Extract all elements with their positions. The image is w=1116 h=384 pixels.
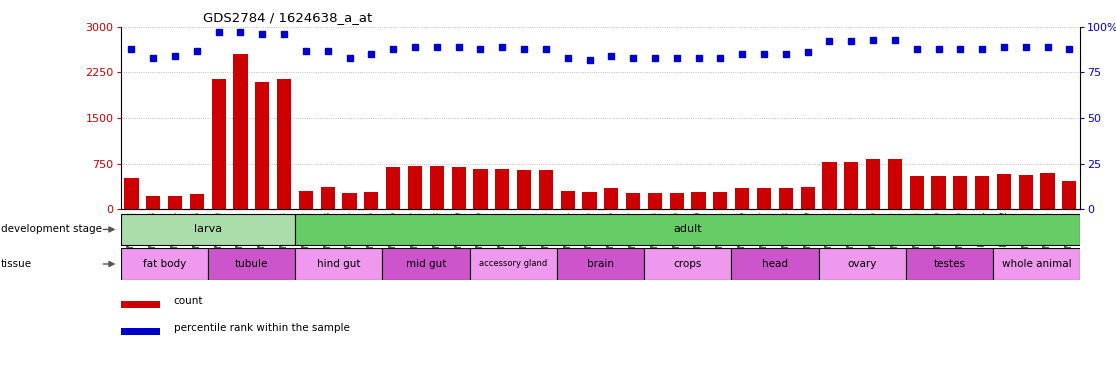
Bar bbox=[953, 176, 968, 209]
Bar bbox=[866, 159, 881, 209]
Bar bbox=[735, 188, 749, 209]
Bar bbox=[822, 162, 837, 209]
Bar bbox=[932, 177, 945, 209]
Bar bbox=[295, 214, 1080, 245]
Bar bbox=[169, 196, 182, 209]
Text: adult: adult bbox=[673, 224, 702, 235]
Bar bbox=[644, 248, 731, 280]
Text: brain: brain bbox=[587, 259, 614, 269]
Bar bbox=[539, 170, 552, 209]
Bar bbox=[233, 54, 248, 209]
Bar bbox=[1040, 174, 1055, 209]
Bar bbox=[713, 192, 728, 209]
Bar bbox=[731, 248, 818, 280]
Text: tissue: tissue bbox=[1, 259, 32, 269]
Text: percentile rank within the sample: percentile rank within the sample bbox=[173, 323, 349, 333]
Bar bbox=[626, 193, 641, 209]
Bar bbox=[364, 192, 378, 209]
Bar bbox=[604, 188, 618, 209]
Text: larva: larva bbox=[194, 224, 222, 235]
Bar bbox=[888, 159, 902, 209]
Text: whole animal: whole animal bbox=[1002, 259, 1071, 269]
Text: crops: crops bbox=[673, 259, 702, 269]
Bar bbox=[670, 193, 684, 209]
Bar bbox=[517, 170, 531, 209]
Text: GDS2784 / 1624638_a_at: GDS2784 / 1624638_a_at bbox=[203, 12, 373, 25]
Bar bbox=[818, 248, 906, 280]
Text: fat body: fat body bbox=[143, 259, 185, 269]
Text: head: head bbox=[762, 259, 788, 269]
Text: testes: testes bbox=[933, 259, 965, 269]
Bar bbox=[473, 169, 488, 209]
Bar bbox=[343, 194, 357, 209]
Bar bbox=[124, 178, 138, 209]
Bar bbox=[146, 196, 161, 209]
Bar bbox=[692, 192, 705, 209]
Bar bbox=[408, 166, 422, 209]
Bar bbox=[496, 169, 509, 209]
Bar bbox=[910, 177, 924, 209]
Bar bbox=[975, 177, 989, 209]
Bar bbox=[557, 248, 644, 280]
Bar bbox=[320, 187, 335, 209]
Bar bbox=[844, 162, 858, 209]
Text: accessory gland: accessory gland bbox=[479, 260, 547, 268]
Bar bbox=[190, 194, 204, 209]
Bar bbox=[212, 79, 225, 209]
Text: count: count bbox=[173, 296, 203, 306]
Text: mid gut: mid gut bbox=[406, 259, 446, 269]
Bar bbox=[757, 188, 771, 209]
Bar bbox=[993, 248, 1080, 280]
Bar bbox=[1019, 175, 1032, 209]
Bar bbox=[256, 82, 269, 209]
Bar bbox=[121, 248, 208, 280]
Bar bbox=[208, 248, 295, 280]
Text: development stage: development stage bbox=[1, 224, 103, 235]
Bar bbox=[277, 79, 291, 209]
Bar bbox=[997, 174, 1011, 209]
Bar bbox=[906, 248, 993, 280]
Text: hind gut: hind gut bbox=[317, 259, 360, 269]
Bar bbox=[299, 191, 312, 209]
Bar bbox=[295, 248, 383, 280]
Bar bbox=[560, 191, 575, 209]
Text: ovary: ovary bbox=[847, 259, 877, 269]
Bar bbox=[383, 248, 470, 280]
Bar bbox=[470, 248, 557, 280]
Bar bbox=[648, 193, 662, 209]
Bar bbox=[800, 187, 815, 209]
Bar bbox=[121, 328, 160, 335]
Bar bbox=[583, 192, 597, 209]
Bar bbox=[779, 188, 792, 209]
Bar bbox=[386, 167, 401, 209]
Bar bbox=[121, 214, 295, 245]
Bar bbox=[1062, 181, 1077, 209]
Text: tubule: tubule bbox=[234, 259, 268, 269]
Bar bbox=[430, 166, 444, 209]
Bar bbox=[452, 167, 465, 209]
Bar bbox=[121, 301, 160, 308]
